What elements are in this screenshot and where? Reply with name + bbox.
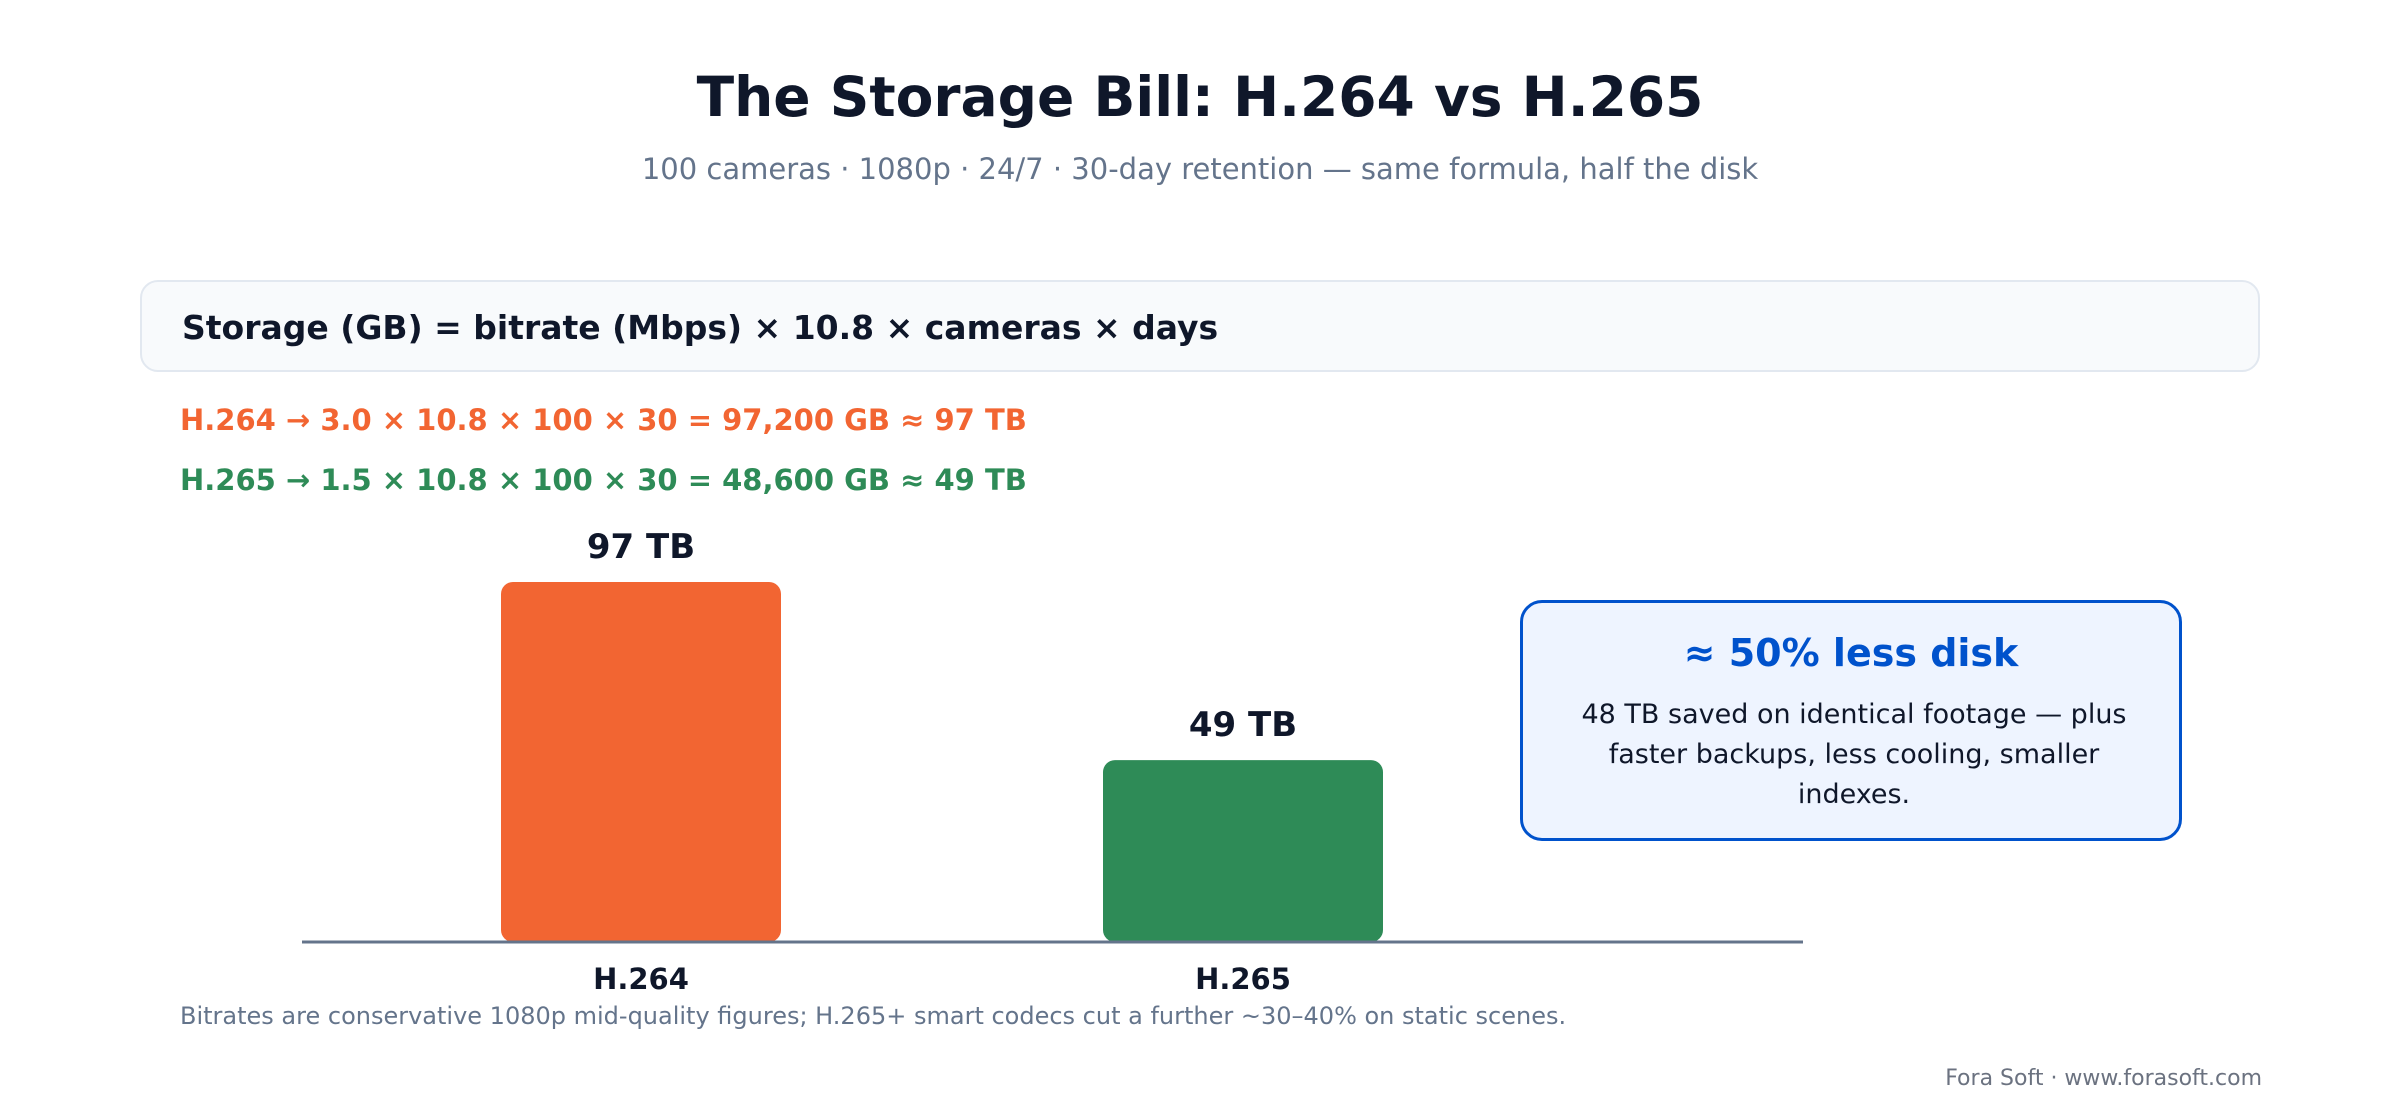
calculation-h264: H.264 → 3.0 × 10.8 × 100 × 30 = 97,200 G… — [180, 403, 1027, 437]
callout-title: ≈ 50% less disk — [1683, 631, 2019, 675]
bar-h264 — [501, 582, 781, 942]
credit: Fora Soft · www.forasoft.com — [1945, 1066, 2262, 1091]
tick-label-h264: H.264 — [593, 962, 689, 996]
formula-box: Storage (GB) = bitrate (Mbps) × 10.8 × c… — [140, 280, 2260, 372]
savings-callout: ≈ 50% less disk 48 TB saved on identical… — [1520, 600, 2182, 841]
formula-text: Storage (GB) = bitrate (Mbps) × 10.8 × c… — [182, 308, 1219, 347]
data-label-h264: 97 TB — [587, 527, 695, 567]
tick-label-h265: H.265 — [1195, 962, 1291, 996]
chart-subtitle: 100 cameras · 1080p · 24/7 · 30-day rete… — [641, 152, 1759, 186]
bar-h265 — [1103, 760, 1383, 942]
chart-title: The Storage Bill: H.264 vs H.265 — [696, 65, 1704, 129]
calculation-h265: H.265 → 1.5 × 10.8 × 100 × 30 = 48,600 G… — [180, 463, 1027, 497]
footnote: Bitrates are conservative 1080p mid-qual… — [180, 1002, 1567, 1030]
data-label-h265: 49 TB — [1189, 705, 1297, 745]
callout-body: 48 TB saved on identical footage — plus … — [1581, 699, 2127, 810]
